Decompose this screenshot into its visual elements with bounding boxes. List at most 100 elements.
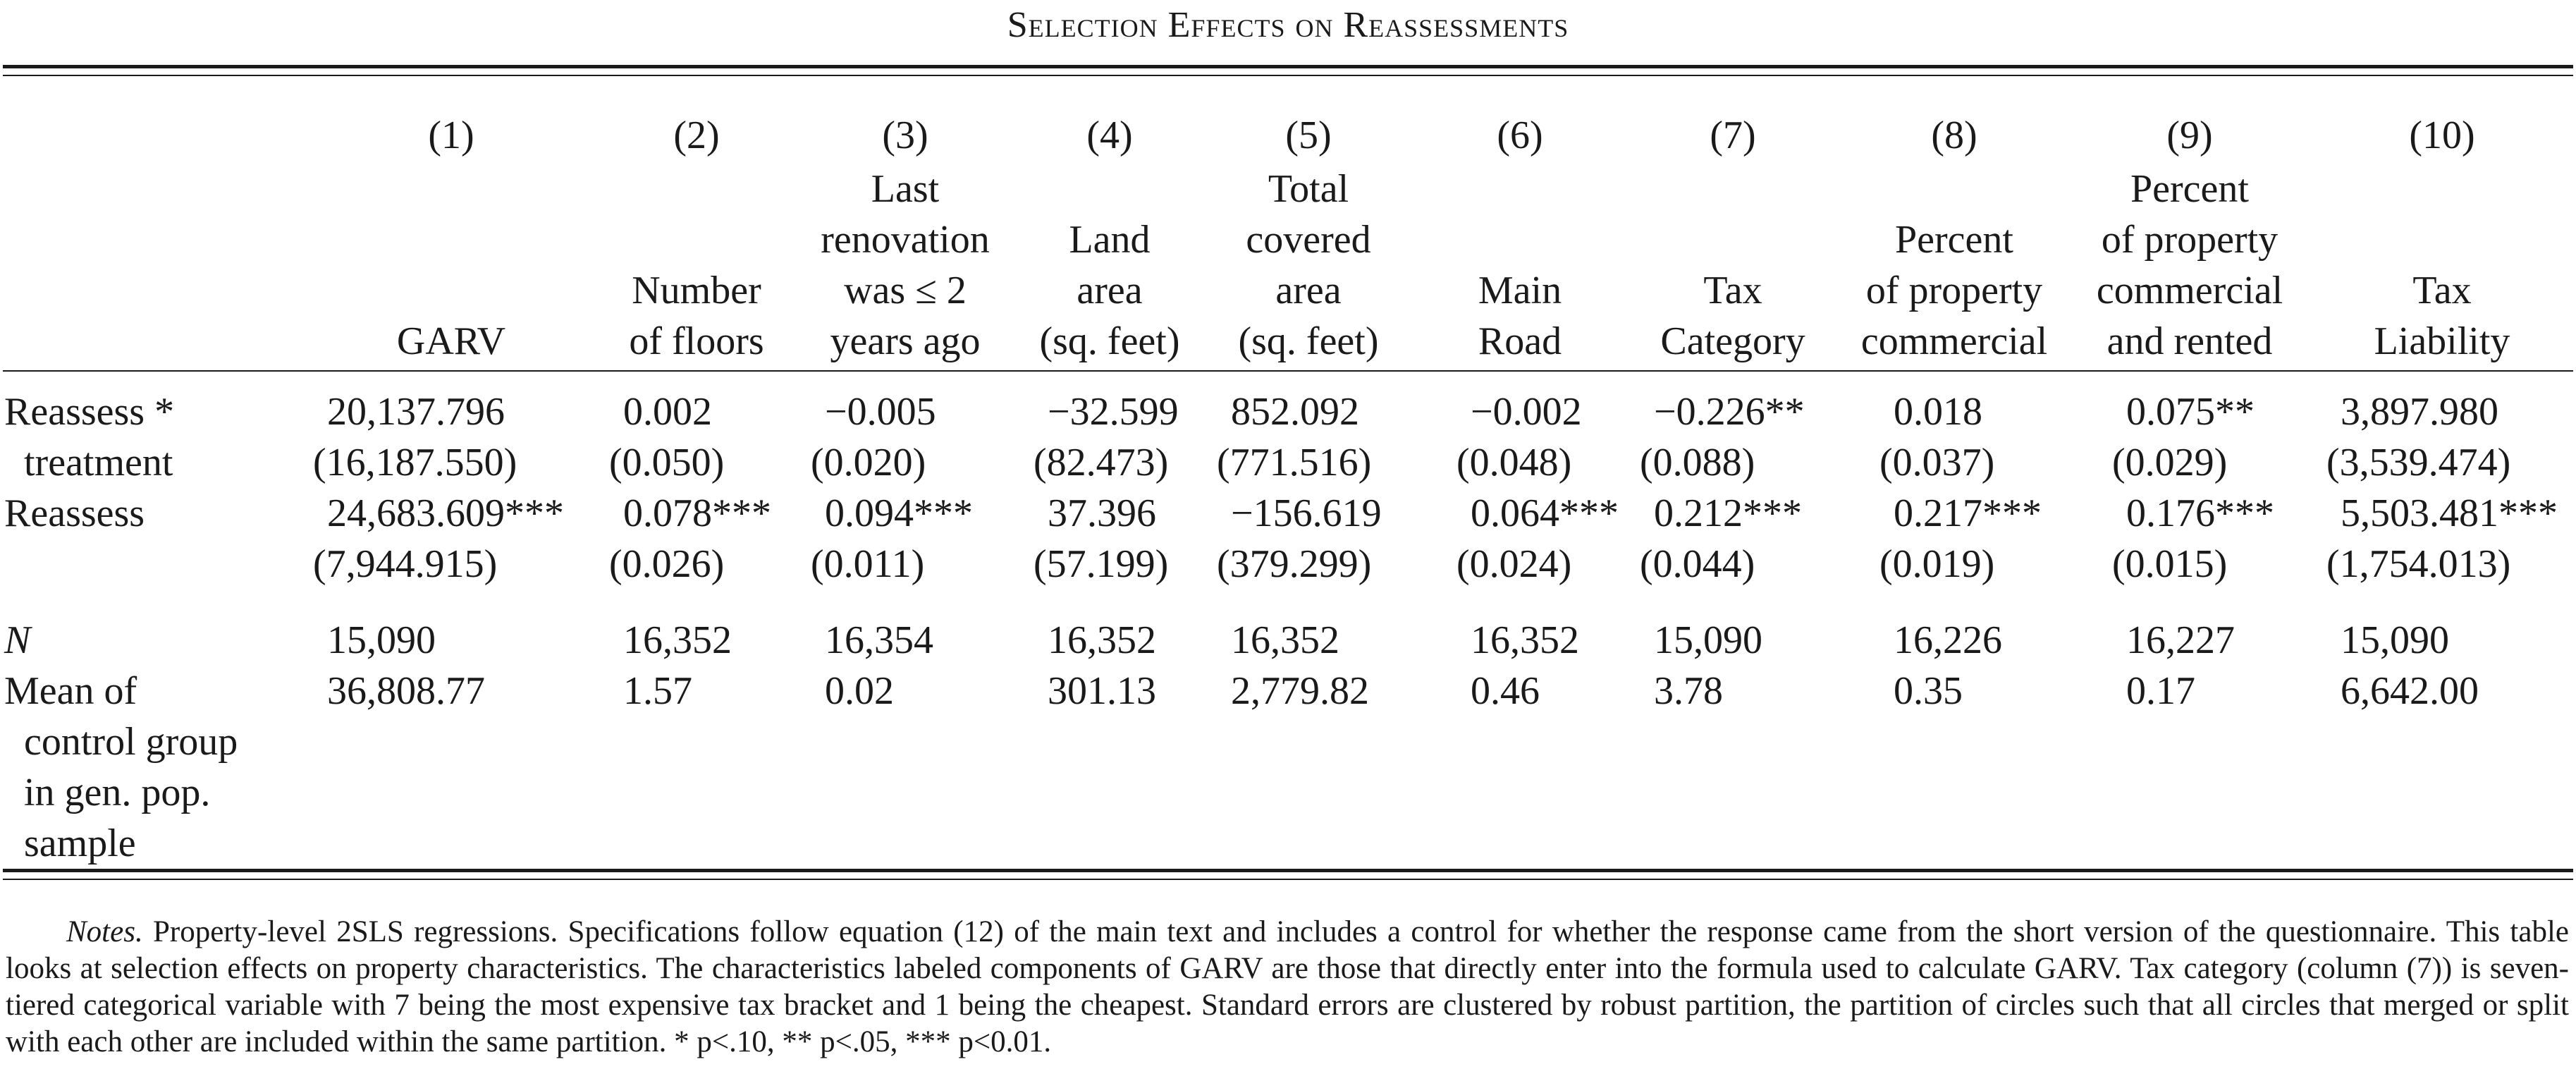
n-value: 16,352 (623, 618, 732, 662)
standard-error: (0.019) (1879, 542, 1995, 586)
coefficient: 5,503.481*** (2341, 491, 2558, 535)
table-title: Selection Effects on Reassessments (1007, 5, 1569, 45)
coefficient: 0.018 (1894, 390, 1982, 434)
coefficient: 0.176*** (2126, 491, 2274, 535)
mean-label: Mean of (4, 669, 137, 713)
standard-error: (1,754.013) (2326, 542, 2511, 586)
mean-value: 0.46 (1471, 669, 1540, 713)
mean-value: 6,642.00 (2341, 669, 2479, 713)
n-value: 15,090 (2341, 618, 2449, 662)
row-label: Reassess * (4, 390, 175, 434)
standard-error: (0.029) (2112, 441, 2228, 484)
n-value: 16,227 (2126, 618, 2235, 662)
coefficient: −32.599 (1048, 390, 1179, 434)
column-label-line: of property (1865, 269, 2043, 312)
column-label-line: Land (1069, 218, 1151, 262)
notes-lead: Notes. (66, 915, 143, 948)
column-number: (3) (882, 114, 928, 157)
row-label: Reassess (4, 491, 145, 535)
column-label-line: Total (1268, 167, 1349, 211)
column-label-line: Category (1660, 319, 1805, 363)
column-label-line: of floors (629, 319, 764, 363)
standard-error: (0.024) (1456, 542, 1572, 586)
coefficient: −156.619 (1231, 491, 1382, 535)
coefficient: 0.002 (623, 390, 712, 434)
column-number: (4) (1086, 114, 1133, 157)
n-value: 16,352 (1048, 618, 1156, 662)
standard-error: (0.050) (609, 441, 725, 484)
column-label-line: (sq. feet) (1238, 319, 1379, 363)
standard-error: (57.199) (1034, 542, 1169, 586)
standard-error: (82.473) (1034, 441, 1169, 484)
standard-error: (0.037) (1879, 441, 1995, 484)
standard-error: (0.015) (2112, 542, 2228, 586)
column-number: (7) (1710, 114, 1756, 157)
column-label-line: Percent (1895, 218, 2013, 262)
bottom-rule-thin (3, 879, 2573, 880)
coefficient: 0.094*** (825, 491, 973, 535)
column-number: (2) (673, 114, 720, 157)
mean-label: sample (4, 821, 136, 865)
mean-value: 0.02 (825, 669, 894, 713)
column-label-line: and rented (2106, 319, 2273, 363)
coefficient: −0.002 (1471, 390, 1582, 434)
n-value: 16,226 (1894, 618, 2002, 662)
column-label-line: area (1077, 269, 1143, 312)
mean-value: 0.17 (2126, 669, 2195, 713)
column-label-line: Tax (1703, 269, 1762, 312)
column-label-line: of property (2101, 218, 2278, 262)
column-label-line: commercial (1860, 319, 2048, 363)
standard-error: (771.516) (1217, 441, 1372, 484)
bottom-rule-thick (3, 869, 2573, 872)
column-label-line: GARV (396, 319, 506, 363)
column-label-line: years ago (830, 319, 981, 363)
coefficient: −0.226** (1654, 390, 1805, 434)
column-number: (10) (2409, 114, 2475, 157)
column-number: (8) (1931, 114, 1977, 157)
column-label-line: covered (1246, 218, 1371, 262)
mean-value: 36,808.77 (327, 669, 485, 713)
column-label-line: renovation (821, 218, 990, 262)
mean-label: in gen. pop. (4, 771, 211, 814)
mean-value: 2,779.82 (1231, 669, 1369, 713)
column-number: (9) (2166, 114, 2213, 157)
column-label-line: Last (871, 167, 940, 211)
coefficient: 0.064*** (1471, 491, 1619, 535)
coefficient: 3,897.980 (2341, 390, 2498, 434)
column-label-line: area (1275, 269, 1342, 312)
n-value: 16,352 (1231, 618, 1339, 662)
coefficient: 0.217*** (1894, 491, 2042, 535)
standard-error: (379.299) (1217, 542, 1372, 586)
coefficient: 24,683.609*** (327, 491, 564, 535)
column-label-line: Main (1478, 269, 1562, 312)
standard-error: (0.048) (1456, 441, 1572, 484)
standard-error: (0.044) (1640, 542, 1755, 586)
standard-error: (0.011) (811, 542, 925, 586)
standard-error: (0.020) (811, 441, 926, 484)
n-label: N (4, 618, 31, 662)
coefficient: −0.005 (825, 390, 936, 434)
coefficient: 0.078*** (623, 491, 771, 535)
table-notes: Notes. Property-level 2SLS regressions. … (6, 914, 2569, 1061)
mean-value: 0.35 (1894, 669, 1963, 713)
standard-error: (16,187.550) (313, 441, 517, 484)
column-label-line: was ≤ 2 (844, 269, 967, 312)
column-label-line: Tax (2412, 269, 2472, 312)
mean-label: control group (4, 720, 238, 764)
n-value: 15,090 (1654, 618, 1762, 662)
standard-error: (0.088) (1640, 441, 1755, 484)
row-label: treatment (4, 441, 173, 484)
column-number: (6) (1497, 114, 1543, 157)
column-label-line: (sq. feet) (1039, 319, 1180, 363)
n-value: 15,090 (327, 618, 436, 662)
header-rule (3, 370, 2573, 372)
coefficient: 0.212*** (1654, 491, 1802, 535)
mean-value: 3.78 (1654, 669, 1723, 713)
column-number: (5) (1285, 114, 1332, 157)
column-label-line: Percent (2130, 167, 2249, 211)
standard-error: (0.026) (609, 542, 725, 586)
column-label-line: Road (1478, 319, 1562, 363)
mean-value: 1.57 (623, 669, 692, 713)
n-value: 16,354 (825, 618, 933, 662)
coefficient: 0.075** (2126, 390, 2255, 434)
